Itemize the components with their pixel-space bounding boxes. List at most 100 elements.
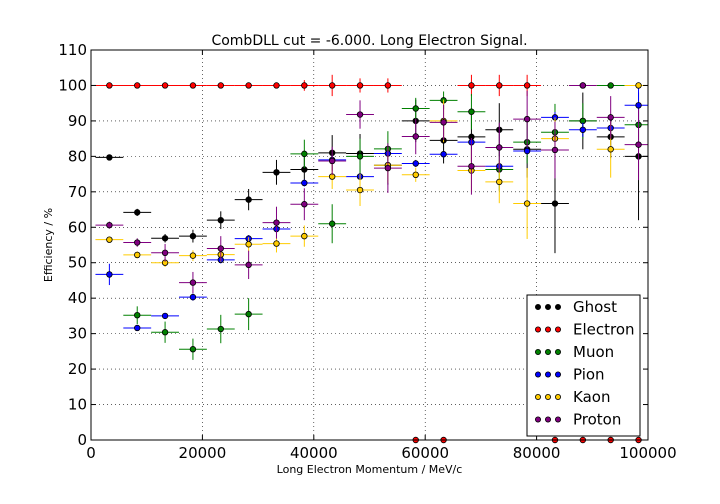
data-point (440, 119, 447, 126)
data-point (328, 157, 336, 165)
y-tick-label: 90 (68, 112, 87, 130)
data-point (189, 346, 197, 353)
legend-marker (545, 371, 552, 378)
data-point (496, 82, 503, 89)
data-point (384, 82, 392, 89)
data-point (106, 236, 113, 243)
legend-item-pion: Pion (535, 366, 605, 384)
data-point (356, 82, 364, 89)
data-point (551, 146, 559, 154)
data-point (635, 82, 642, 89)
y-tick-label: 70 (68, 183, 87, 201)
y-tick-label: 40 (68, 289, 87, 307)
data-point (245, 310, 252, 318)
data-point (245, 82, 252, 89)
axes: 0 20000 40000 60000 80000 100000 0 10 20 30 40 50 60… (58, 41, 676, 462)
data-point (217, 216, 224, 224)
data-point (245, 196, 252, 203)
legend-marker (535, 348, 542, 355)
data-point (523, 115, 531, 123)
data-point (356, 153, 364, 160)
data-point (607, 82, 614, 89)
legend-marker (545, 416, 552, 423)
x-tick-label: 20000 (179, 444, 227, 462)
data-point (440, 151, 447, 158)
data-point (412, 105, 419, 112)
series-electron (95, 74, 648, 444)
data-point (328, 82, 336, 89)
legend-marker (545, 393, 552, 400)
data-point (189, 232, 197, 240)
data-point (161, 312, 169, 320)
chart-title: CombDLL cut = -6.000. Long Electron Sign… (211, 33, 527, 49)
data-point (523, 147, 531, 155)
data-point (273, 82, 280, 89)
legend-marker (555, 303, 562, 310)
data-point (106, 221, 113, 229)
y-tick-label: 100 (58, 76, 87, 94)
y-axis-label: Efficiency / % (42, 208, 55, 282)
data-point (384, 164, 392, 172)
data-point (551, 200, 559, 207)
data-point (106, 154, 113, 161)
x-axis-label: Long Electron Momentum / MeV/c (277, 463, 463, 476)
data-point (496, 144, 503, 151)
data-point (496, 178, 503, 186)
data-point (635, 141, 642, 148)
x-tick-label: 80000 (513, 444, 561, 462)
data-point (245, 241, 252, 248)
y-tick-label: 20 (68, 360, 87, 378)
legend-marker (535, 303, 542, 310)
legend-marker (545, 348, 552, 355)
data-point (134, 239, 141, 246)
legend-marker (555, 416, 562, 423)
data-point (468, 82, 475, 89)
data-point (635, 102, 642, 109)
data-point (412, 160, 419, 167)
data-point (301, 179, 308, 187)
legend-marker (555, 371, 562, 378)
legend-label: Muon (573, 343, 614, 361)
legend-marker (545, 326, 552, 333)
y-tick-label: 50 (68, 254, 87, 272)
legend-marker (535, 371, 542, 378)
data-point (161, 235, 169, 242)
legend-label: Pion (573, 366, 605, 384)
legend-item-electron: Electron (535, 321, 635, 339)
data-point (161, 249, 169, 256)
data-point (106, 82, 113, 89)
legend-label: Proton (573, 411, 621, 429)
legend: Ghost Electron Muon Pion Kaon Proton (526, 294, 641, 437)
data-point (523, 82, 531, 89)
x-tick-label: 60000 (401, 444, 449, 462)
legend-item-proton: Proton (535, 411, 621, 429)
data-point (607, 146, 614, 153)
data-point (468, 163, 475, 170)
data-point (134, 251, 141, 259)
x-tick-label: 100000 (619, 444, 676, 462)
series-proton (95, 82, 648, 294)
data-point (412, 133, 419, 140)
data-point (579, 126, 587, 133)
legend-marker (535, 326, 542, 333)
legend-label: Kaon (573, 388, 610, 406)
data-point (301, 232, 308, 240)
data-point (134, 312, 141, 319)
legend-marker (555, 348, 562, 355)
data-point (217, 245, 224, 252)
y-tick-label: 60 (68, 218, 87, 236)
data-point (189, 252, 197, 259)
x-tick-label: 40000 (290, 444, 338, 462)
data-point (189, 279, 197, 286)
data-point (217, 325, 224, 333)
legend-label: Ghost (573, 298, 617, 316)
data-point (245, 261, 252, 269)
data-point (217, 82, 224, 89)
data-point (273, 219, 280, 226)
data-point (161, 329, 169, 336)
data-point (134, 209, 141, 216)
data-point (273, 169, 280, 176)
legend-box (526, 294, 641, 437)
y-tick-label: 80 (68, 147, 87, 165)
